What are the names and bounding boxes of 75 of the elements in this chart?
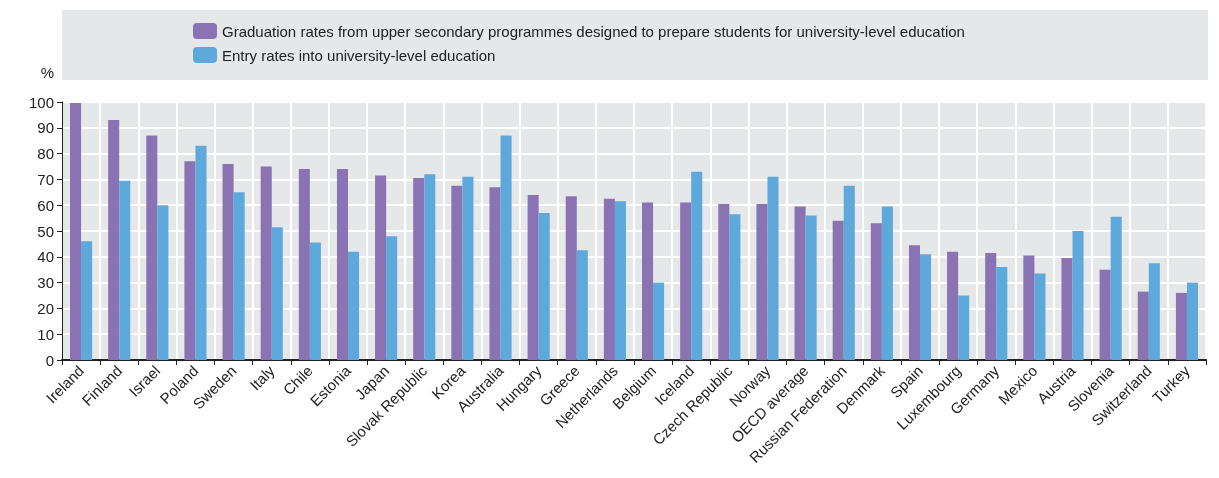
bar bbox=[1034, 273, 1046, 360]
bar bbox=[729, 214, 741, 360]
bar bbox=[1148, 263, 1160, 360]
bar bbox=[603, 198, 615, 360]
legend-label: Graduation rates from upper secondary programmes designed to prepare students for university-level education bbox=[222, 22, 965, 40]
bar bbox=[1110, 216, 1122, 360]
bar bbox=[843, 185, 855, 360]
bar bbox=[691, 171, 703, 360]
bar bbox=[260, 166, 272, 360]
bar bbox=[298, 169, 310, 360]
bar bbox=[386, 236, 398, 360]
bar bbox=[233, 192, 245, 360]
bar bbox=[767, 176, 779, 360]
y-tick-label: 70 bbox=[37, 170, 54, 188]
bar bbox=[985, 252, 997, 360]
x-tick-label: Italy bbox=[246, 361, 279, 394]
bar bbox=[489, 187, 501, 360]
bar bbox=[451, 185, 463, 360]
bar bbox=[538, 212, 550, 360]
y-tick-label: 60 bbox=[37, 196, 54, 214]
bar bbox=[462, 176, 474, 360]
bar bbox=[309, 242, 321, 360]
bar bbox=[527, 194, 539, 360]
bar bbox=[81, 241, 93, 360]
legend-label: Entry rates into university-level education bbox=[222, 46, 496, 64]
bar bbox=[424, 174, 436, 360]
bar bbox=[653, 282, 665, 360]
bar bbox=[271, 227, 283, 360]
bar bbox=[614, 201, 626, 360]
bar bbox=[1137, 291, 1149, 360]
bar bbox=[756, 203, 768, 360]
bar bbox=[908, 245, 920, 360]
bar bbox=[222, 163, 234, 360]
bar bbox=[718, 203, 730, 360]
bar bbox=[184, 161, 196, 360]
bar bbox=[500, 135, 512, 360]
bar bbox=[947, 251, 959, 360]
bar bbox=[1072, 231, 1084, 360]
bar bbox=[348, 251, 360, 360]
bar bbox=[642, 202, 654, 360]
y-tick-label: 80 bbox=[37, 145, 54, 163]
y-tick-label: 10 bbox=[37, 325, 54, 343]
bar bbox=[881, 206, 893, 360]
bar bbox=[576, 250, 588, 360]
bar bbox=[996, 267, 1008, 360]
bar bbox=[1175, 292, 1187, 360]
y-tick-label: 0 bbox=[45, 351, 54, 369]
bar bbox=[680, 202, 692, 360]
bar bbox=[794, 206, 806, 360]
bar bbox=[413, 178, 425, 360]
bar bbox=[870, 223, 882, 360]
bar bbox=[1186, 282, 1198, 360]
bar bbox=[195, 145, 207, 360]
bar bbox=[157, 205, 169, 360]
y-tick-label: 100 bbox=[28, 93, 54, 111]
bar bbox=[375, 175, 387, 360]
y-tick-label: 90 bbox=[37, 119, 54, 137]
y-tick-label: 20 bbox=[37, 299, 54, 317]
bar bbox=[108, 120, 120, 360]
bar bbox=[1023, 255, 1035, 360]
y-tick-label: 30 bbox=[37, 274, 54, 292]
bar bbox=[565, 196, 577, 360]
bar bbox=[832, 220, 844, 360]
y-axis-title: % bbox=[40, 64, 54, 81]
bar bbox=[336, 169, 348, 360]
bar bbox=[119, 180, 131, 360]
bar bbox=[1099, 269, 1111, 360]
bar bbox=[146, 135, 158, 360]
y-tick-label: 40 bbox=[37, 248, 54, 266]
bar bbox=[1061, 258, 1073, 360]
bar bbox=[920, 254, 932, 360]
y-tick-label: 50 bbox=[37, 222, 54, 240]
bar bbox=[805, 215, 817, 360]
bar bbox=[70, 103, 82, 360]
bar bbox=[958, 295, 970, 360]
